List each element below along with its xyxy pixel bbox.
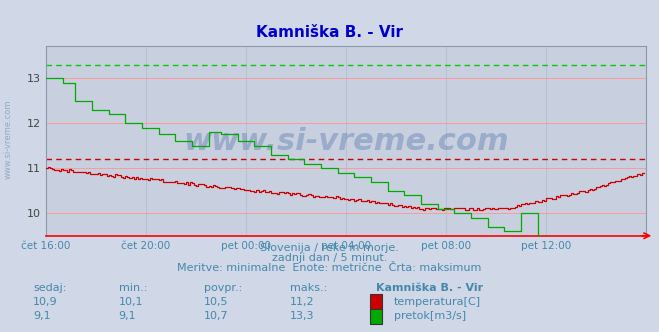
Text: 10,7: 10,7 (204, 311, 229, 321)
Text: Meritve: minimalne  Enote: metrične  Črta: maksimum: Meritve: minimalne Enote: metrične Črta:… (177, 263, 482, 273)
Text: 13,3: 13,3 (290, 311, 314, 321)
Text: Slovenija / reke in morje.: Slovenija / reke in morje. (260, 243, 399, 253)
Text: 10,1: 10,1 (119, 297, 143, 307)
Text: maks.:: maks.: (290, 283, 328, 293)
Text: 9,1: 9,1 (33, 311, 51, 321)
Text: 9,1: 9,1 (119, 311, 136, 321)
Text: 11,2: 11,2 (290, 297, 314, 307)
Text: www.si-vreme.com: www.si-vreme.com (3, 100, 13, 179)
Text: www.si-vreme.com: www.si-vreme.com (183, 126, 509, 156)
Text: Kamniška B. - Vir: Kamniška B. - Vir (256, 25, 403, 40)
Text: min.:: min.: (119, 283, 147, 293)
Text: povpr.:: povpr.: (204, 283, 243, 293)
Text: Kamniška B. - Vir: Kamniška B. - Vir (376, 283, 483, 293)
Text: sedaj:: sedaj: (33, 283, 67, 293)
Text: zadnji dan / 5 minut.: zadnji dan / 5 minut. (272, 253, 387, 263)
Text: pretok[m3/s]: pretok[m3/s] (394, 311, 466, 321)
Text: 10,5: 10,5 (204, 297, 229, 307)
Text: temperatura[C]: temperatura[C] (394, 297, 481, 307)
Text: 10,9: 10,9 (33, 297, 57, 307)
